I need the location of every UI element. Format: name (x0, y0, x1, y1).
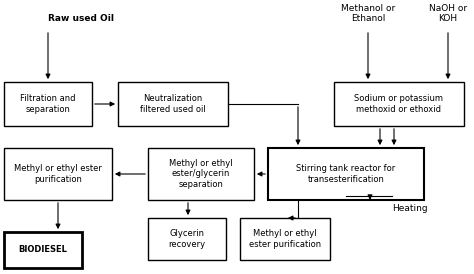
Bar (240, 218, 330, 260)
Text: BIODIESEL: BIODIESEL (18, 246, 67, 255)
Text: Heating: Heating (392, 204, 428, 213)
Text: Methyl or ethyl ester
purification: Methyl or ethyl ester purification (14, 164, 102, 184)
Bar (148, 148, 254, 200)
Text: Glycerin
recovery: Glycerin recovery (168, 229, 206, 249)
Text: Stirring tank reactor for
transesterification: Stirring tank reactor for transesterific… (296, 164, 396, 184)
Text: Methanol or
Ethanol: Methanol or Ethanol (341, 4, 395, 23)
Bar (334, 82, 464, 126)
Bar (4, 232, 82, 268)
Bar (148, 218, 226, 260)
Text: Sodium or potassium
methoxid or ethoxid: Sodium or potassium methoxid or ethoxid (355, 94, 444, 114)
Bar (268, 148, 424, 200)
Bar (4, 82, 92, 126)
Text: Neutralization
filtered used oil: Neutralization filtered used oil (140, 94, 206, 114)
Bar (4, 148, 112, 200)
Text: Filtration and
separation: Filtration and separation (20, 94, 76, 114)
Text: Methyl or ethyl
ester purification: Methyl or ethyl ester purification (249, 229, 321, 249)
Bar (118, 82, 228, 126)
Text: Methyl or ethyl
ester/glycerin
separation: Methyl or ethyl ester/glycerin separatio… (169, 159, 233, 189)
Text: Raw used Oil: Raw used Oil (48, 14, 114, 23)
Text: NaOH or
KOH: NaOH or KOH (429, 4, 467, 23)
